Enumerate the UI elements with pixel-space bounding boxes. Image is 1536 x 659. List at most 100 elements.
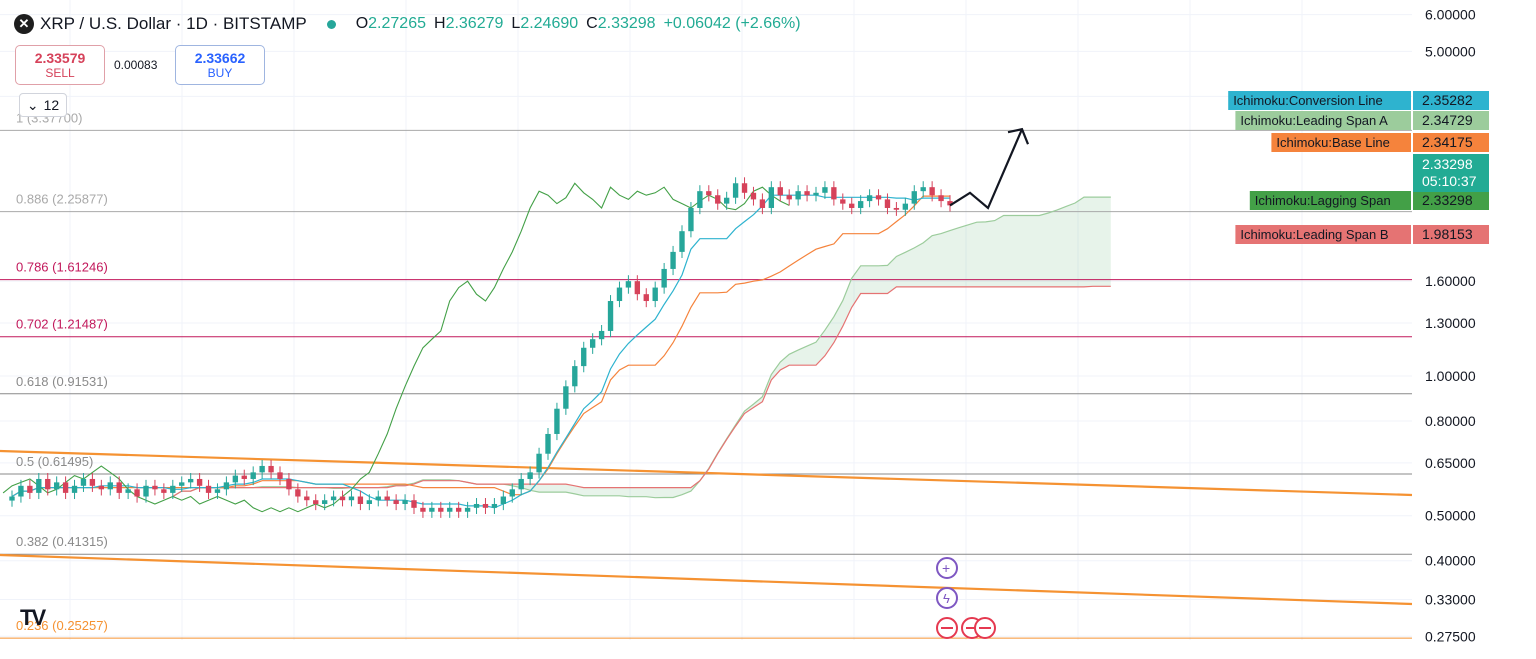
candle-body <box>18 485 24 497</box>
candle-body <box>339 496 346 501</box>
indicator-value-box <box>1413 133 1489 152</box>
last-price: 2.33298 <box>1422 156 1473 172</box>
candle-body <box>62 482 69 493</box>
candle-body <box>107 482 113 490</box>
indicator-value: 2.34729 <box>1422 112 1473 128</box>
candle-body <box>849 203 855 208</box>
candlestick-series <box>9 177 953 518</box>
candle-body <box>321 500 328 504</box>
fib-label: 0.236 (0.25257) <box>16 618 108 633</box>
candle-body <box>795 191 801 200</box>
candle-body <box>89 478 96 486</box>
sell-price: 2.33579 <box>34 50 86 66</box>
indicator-name: Ichimoku:Leading Span B <box>1240 227 1388 242</box>
lightning-event-icon <box>936 587 958 609</box>
candle-body <box>348 496 355 501</box>
candle-body <box>732 183 739 198</box>
projection-path <box>949 128 1024 210</box>
xrp-logo-icon: ✕ <box>14 14 34 34</box>
candle-body <box>518 478 524 490</box>
indicator-name: Ichimoku:Leading Span A <box>1240 113 1388 128</box>
conversion-line <box>11 194 950 509</box>
candle-body <box>598 330 605 340</box>
candle-body <box>893 207 900 210</box>
symbol-title[interactable]: XRP / U.S. Dollar · 1D · BITSTAMP <box>40 14 307 33</box>
candle-body <box>402 500 408 504</box>
fibonacci-levels: 1 (3.37700)0.886 (2.25877)0.786 (1.61246… <box>0 110 1412 639</box>
candle-body <box>250 472 256 479</box>
candle-body <box>661 268 667 288</box>
candle-body <box>45 478 51 490</box>
candle-body <box>241 475 247 479</box>
candle-body <box>920 187 926 192</box>
candle-body <box>393 500 399 504</box>
ichimoku-cloud <box>172 197 1111 498</box>
candle-body <box>652 287 658 302</box>
candle-body <box>947 201 953 206</box>
sell-button[interactable]: 2.33579 SELL <box>15 45 105 85</box>
candle-body <box>563 386 569 409</box>
lagging-span <box>2 182 790 513</box>
candle-body <box>36 478 42 493</box>
candle-body <box>527 472 533 479</box>
candle-body <box>196 478 203 486</box>
candle-body <box>420 507 426 512</box>
tradingview-logo-icon: TV <box>20 605 46 630</box>
axis-tick-label: 0.65000 <box>1425 455 1476 471</box>
candle-body <box>616 287 623 302</box>
price-axis: 6.000005.000004.000001.600001.300001.000… <box>1425 7 1476 645</box>
indicators-count: 12 <box>43 97 60 113</box>
candle-body <box>286 478 292 490</box>
axis-tick-label: 6.00000 <box>1425 7 1476 23</box>
candle-body <box>884 199 891 208</box>
candle-body <box>313 500 319 504</box>
indicator-value: 1.98153 <box>1422 226 1473 242</box>
indicators-toggle-button[interactable]: ⌄ 12 <box>19 93 67 117</box>
candle-body <box>447 507 453 512</box>
candle-body <box>304 496 310 501</box>
candle-body <box>777 187 783 196</box>
indicator-value: 2.35282 <box>1422 92 1473 108</box>
buy-label: BUY <box>207 66 233 80</box>
candle-body <box>679 231 685 252</box>
candle-body <box>482 503 489 508</box>
candle-body <box>205 485 212 493</box>
fib-label: 0.886 (2.25877) <box>16 192 108 207</box>
candle-body <box>768 187 775 208</box>
candle-body <box>411 500 417 508</box>
candle-body <box>232 475 239 483</box>
candle-body <box>438 507 444 512</box>
candle-body <box>625 281 632 288</box>
axis-tick-label: 1.30000 <box>1425 315 1476 331</box>
candle-body <box>80 478 87 486</box>
candle-body <box>857 201 864 208</box>
event-markers[interactable]: +ϟ <box>936 557 996 639</box>
candle-body <box>607 301 614 331</box>
candle-body <box>670 251 676 269</box>
axis-tick-label: 0.40000 <box>1425 553 1476 569</box>
candle-body <box>831 187 837 200</box>
candle-body <box>295 489 301 497</box>
candle-body <box>634 281 641 295</box>
last-price-box <box>1413 154 1489 192</box>
candle-body <box>125 489 131 493</box>
candle-body <box>277 472 283 479</box>
candle-body <box>572 366 578 387</box>
candle-body <box>509 489 515 497</box>
candle-body <box>750 192 757 200</box>
candle-body <box>840 199 846 204</box>
buy-button[interactable]: 2.33662 BUY <box>175 45 265 85</box>
axis-tick-label: 0.50000 <box>1425 508 1476 524</box>
price-change: +0.06042 (+2.66%) <box>663 15 801 32</box>
candle-body <box>875 195 882 200</box>
indicator-name-box <box>1271 133 1411 152</box>
indicator-value-box <box>1413 225 1489 244</box>
axis-tick-label: 1.00000 <box>1425 368 1476 384</box>
candle-body <box>152 485 158 490</box>
plus-glyph-icon: + <box>942 560 950 576</box>
axis-tick-label: 0.33000 <box>1425 592 1476 608</box>
fib-label: 0.786 (1.61246) <box>16 260 108 275</box>
candle-body <box>938 195 944 202</box>
fib-label: 0.382 (0.41315) <box>16 534 108 549</box>
